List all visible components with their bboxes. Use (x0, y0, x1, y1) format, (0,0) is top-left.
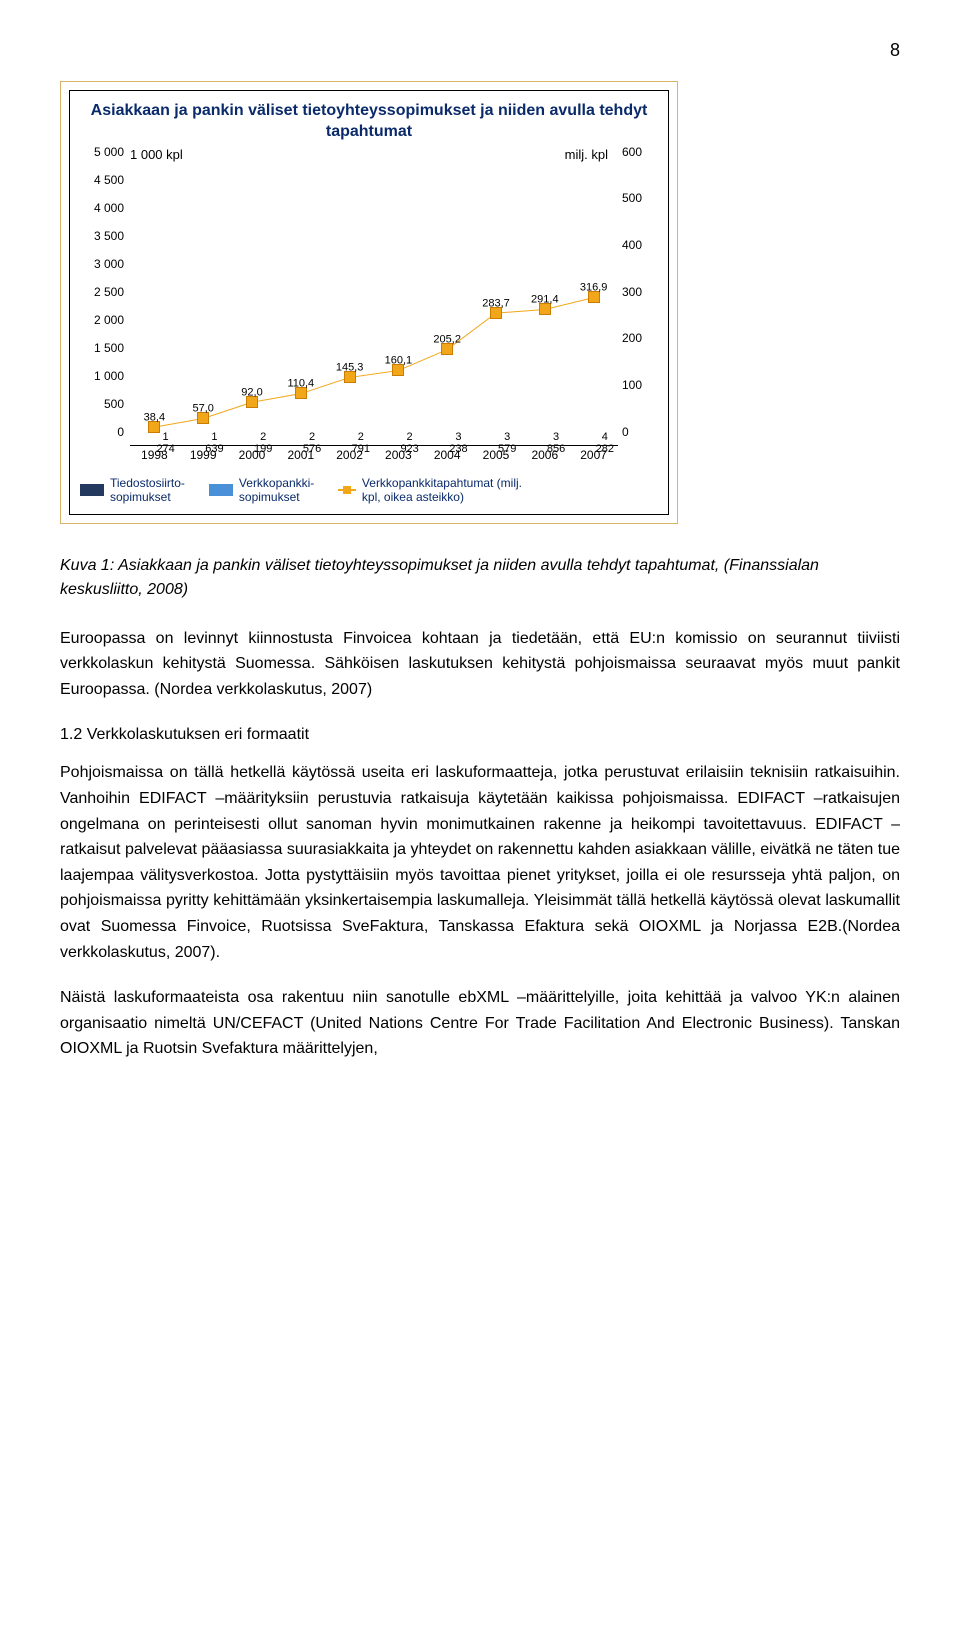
paragraph-2: Pohjoismaissa on tällä hetkellä käytössä… (60, 760, 900, 965)
yright-tick: 100 (622, 378, 642, 392)
line-value: 145,3 (336, 361, 364, 373)
yleft-tick: 3 500 (80, 229, 124, 243)
line-value: 205,2 (433, 334, 461, 346)
legend-label-line: Verkkopankkitapahtumat (milj. kpl, oikea… (362, 476, 529, 504)
yleft-tick: 0 (80, 425, 124, 439)
chart-plot-area: 2191 2742331 6392322 1992122 5762102 791… (130, 166, 618, 466)
bar-dark-value: 233 (181, 432, 202, 443)
yleft-tick: 2 500 (80, 285, 124, 299)
y-axis-left: 0 500 1 000 1 500 2 000 2 500 3 000 3 500 4 000 4… (80, 166, 128, 446)
line-value: 291,4 (531, 293, 559, 305)
bar-dark-value: 213 (425, 432, 446, 443)
chart-title: Asiakkaan ja pankin väliset tietoyhteyss… (80, 101, 658, 143)
paragraph-1: Euroopassa on levinnyt kiinnostusta Finv… (60, 626, 900, 703)
x-tick: 2000 (239, 448, 266, 462)
paragraph-3: Näistä laskuformaateista osa rakentuu ni… (60, 985, 900, 1062)
line-value: 110,4 (287, 378, 314, 390)
bar-dark-value: 220 (474, 432, 495, 443)
line-value: 92,0 (241, 386, 262, 398)
legend-label-blue: Verkkopankki- sopimukset (239, 476, 314, 504)
yright-tick: 300 (622, 285, 642, 299)
x-tick: 2006 (531, 448, 558, 462)
yright-tick: 200 (622, 331, 642, 345)
legend-swatch-dark (80, 484, 104, 496)
x-tick: 1999 (190, 448, 217, 462)
legend-swatch-blue (209, 484, 233, 496)
figure-caption: Kuva 1: Asiakkaan ja pankin väliset tiet… (60, 554, 900, 602)
yleft-tick: 2 000 (80, 313, 124, 327)
yleft-tick: 500 (80, 397, 124, 411)
legend-dark: Tiedostosiirto- sopimukset (80, 476, 185, 504)
chart-legend: Tiedostosiirto- sopimukset Verkkopankki-… (80, 476, 658, 504)
bar-dark-value: 212 (279, 432, 300, 443)
line-value: 283,7 (482, 297, 510, 309)
bar-dark-value: 232 (230, 432, 251, 443)
x-tick: 2004 (434, 448, 461, 462)
legend-swatch-line (338, 489, 356, 491)
bar-dark-value: 213 (376, 432, 397, 443)
x-tick: 2001 (287, 448, 314, 462)
x-tick: 2002 (336, 448, 363, 462)
line-value: 57,0 (192, 402, 213, 414)
legend-label-dark: Tiedostosiirto- sopimukset (110, 476, 185, 504)
legend-blue: Verkkopankki- sopimukset (209, 476, 314, 504)
yright-tick: 400 (622, 238, 642, 252)
y-axis-right: 0100200300400500600 (618, 166, 658, 446)
yleft-tick: 4 500 (80, 173, 124, 187)
line-value: 316,9 (580, 282, 608, 294)
line-value: 160,1 (385, 355, 413, 367)
yright-tick: 0 (622, 425, 629, 439)
left-axis-unit: 1 000 kpl (130, 147, 183, 162)
yleft-tick: 4 000 (80, 201, 124, 215)
yright-tick: 500 (622, 191, 642, 205)
bar-dark-value: 232 (523, 432, 544, 443)
x-axis: 1998 1999 2000 2001 2002 2003 2004 2005 2006 2007 (130, 448, 618, 466)
bar-dark-value: 226 (572, 432, 593, 443)
yleft-tick: 5 000 (80, 145, 124, 159)
right-axis-unit: milj. kpl (565, 147, 608, 162)
section-heading: 1.2 Verkkolaskutuksen eri formaatit (60, 726, 900, 744)
bar-dark-value: 219 (132, 432, 153, 443)
line-value: 38,4 (144, 411, 165, 423)
yleft-tick: 1 500 (80, 341, 124, 355)
page-number: 8 (60, 40, 900, 61)
yright-tick: 600 (622, 145, 642, 159)
chart-figure: Asiakkaan ja pankin väliset tietoyhteyss… (60, 81, 678, 524)
x-tick: 2005 (483, 448, 510, 462)
x-tick: 2007 (580, 448, 607, 462)
legend-line: Verkkopankkitapahtumat (milj. kpl, oikea… (338, 476, 529, 504)
x-tick: 1998 (141, 448, 168, 462)
bar-dark-value: 210 (328, 432, 349, 443)
x-tick: 2003 (385, 448, 412, 462)
yleft-tick: 3 000 (80, 257, 124, 271)
yleft-tick: 1 000 (80, 369, 124, 383)
